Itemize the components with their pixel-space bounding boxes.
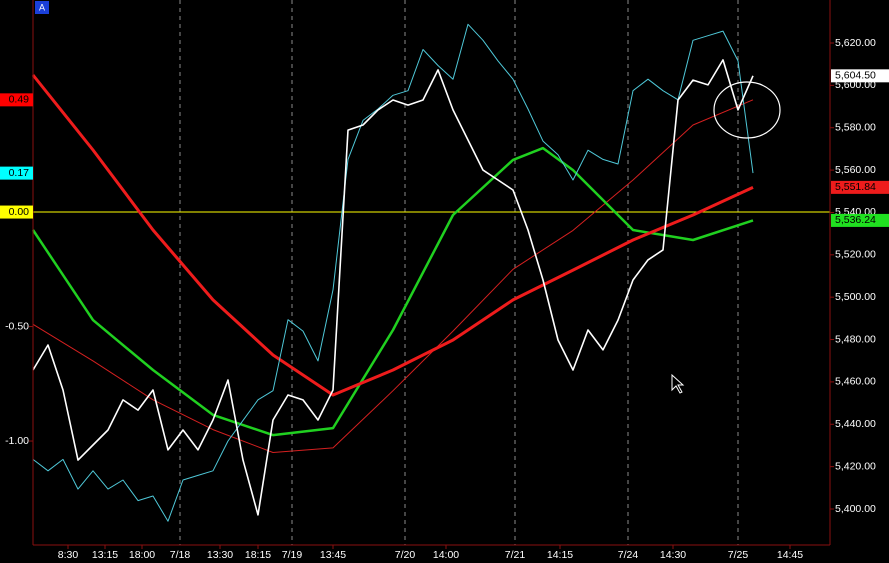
x-tick-label: 13:45 [320, 549, 346, 561]
y-tick-label: 5,580.00 [835, 122, 876, 134]
x-tick-label: 13:15 [92, 549, 118, 561]
x-tick-label: 7/24 [618, 549, 639, 561]
y-tick-label: 5,460.00 [835, 376, 876, 388]
cursor [671, 373, 685, 394]
x-tick-label: 13:30 [207, 549, 233, 561]
series-line [32, 23, 754, 522]
y2-tick-label: -0.50 [5, 320, 29, 332]
last-value-box [831, 69, 889, 83]
x-tick-label: 7/19 [282, 549, 303, 561]
y-tick-label: 5,520.00 [835, 249, 876, 261]
x-tick-label: 8:30 [58, 549, 79, 561]
grid [179, 0, 739, 545]
y-tick-label: 5,400.00 [835, 503, 876, 515]
x-tick-label: 14:15 [547, 549, 573, 561]
y-tick-label: 5,560.00 [835, 164, 876, 176]
y2-tick-label: -1.00 [5, 435, 29, 447]
x-tick-label: 7/25 [728, 549, 749, 561]
y-tick-label: 5,480.00 [835, 333, 876, 345]
last-value-box [831, 213, 889, 227]
x-tick-label: 18:15 [245, 549, 271, 561]
x-tick-label: 14:45 [777, 549, 803, 561]
reference-label-box [0, 205, 33, 219]
last-value-box [0, 93, 33, 107]
y-tick-label: 5,420.00 [835, 460, 876, 472]
chart-label: A [39, 2, 45, 12]
last-value-label: 0.49 [9, 94, 30, 106]
x-tick-label: 14:00 [433, 549, 459, 561]
axes: 8:30 13:15 18:00 7/18 13:30 18:15 7/19 13:45 7/2… [0, 37, 889, 561]
last-value-box [831, 180, 889, 194]
label-box [35, 1, 49, 14]
x-tick-label: 7/21 [505, 549, 526, 561]
x-tick-label: 7/20 [395, 549, 416, 561]
series-line [31, 146, 754, 437]
y-tick-label: 5,620.00 [835, 37, 876, 49]
last-value-label: 5,604.50 [835, 70, 876, 82]
series-line [32, 99, 754, 453]
series-line [32, 59, 754, 516]
last-value-label: 0.17 [9, 167, 30, 179]
y-tick-label: 5,440.00 [835, 418, 876, 430]
series-line [31, 74, 754, 397]
last-value-label: 5,551.84 [835, 181, 876, 193]
series-layer [31, 23, 830, 522]
annotation-circle [713, 81, 781, 139]
x-tick-label: 14:30 [660, 549, 686, 561]
last-value-label: 5,536.24 [835, 214, 876, 226]
x-tick-label: 7/18 [170, 549, 191, 561]
last-value-box [0, 166, 33, 180]
y-tick-label: 5,500.00 [835, 291, 876, 303]
x-tick-label: 18:00 [129, 549, 155, 561]
reference-label: 0.00 [9, 206, 30, 218]
